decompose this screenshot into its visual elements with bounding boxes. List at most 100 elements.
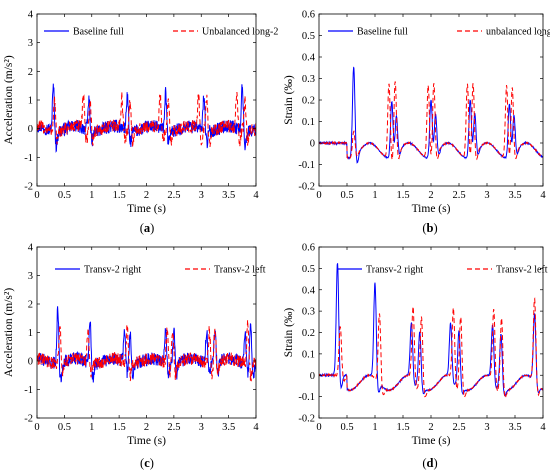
x-tick-label: 0 <box>34 422 39 433</box>
y-tick-label: -2 <box>24 182 33 193</box>
y-tick-label: 0.3 <box>302 74 315 85</box>
caption-close: ) <box>150 221 154 235</box>
y-tick-label: -2 <box>24 414 33 425</box>
caption-open: ( <box>140 456 144 470</box>
y-axis-label: Strain (‰) <box>283 308 295 358</box>
x-tick-label: 2.5 <box>167 190 180 201</box>
y-tick-label: 0.5 <box>302 264 315 275</box>
x-tick-label: 2 <box>428 422 433 433</box>
series-line-c-0 <box>37 306 256 383</box>
panel-b: 0 0.5 1 1.5 2 2.5 3 3.5 4 -0.2 -0.1 0 0.1 0.2 0.3 0.4 0.… <box>283 10 550 236</box>
y-tick-label: 4 <box>28 243 34 254</box>
series-line-a-1 <box>37 91 256 148</box>
x-tick-label: 4 <box>540 190 546 201</box>
y-tick-label: 0.6 <box>302 10 315 21</box>
x-tick-label: 2 <box>428 190 433 201</box>
x-axis-label: Time (s) <box>127 203 166 215</box>
legend-entry: Transv-2 right <box>366 265 423 276</box>
x-tick-label: 2.5 <box>452 190 465 201</box>
caption-letter: c <box>144 456 150 470</box>
caption-open: ( <box>422 221 426 235</box>
x-tick-label: 4 <box>540 422 546 433</box>
x-tick-label: 1.5 <box>113 422 126 433</box>
legend-entry: Baseline full <box>357 27 408 38</box>
x-tick-label: 1.5 <box>396 422 409 433</box>
x-tick-label: 0 <box>316 190 321 201</box>
x-tick-label: 3 <box>199 190 204 201</box>
y-tick-label: 0 <box>310 139 315 150</box>
y-tick-label: 0.5 <box>302 31 315 42</box>
y-tick-label: 0.4 <box>302 285 316 296</box>
x-tick-label: 1 <box>372 422 377 433</box>
x-tick-label: 1 <box>89 190 94 201</box>
y-tick-label: 3 <box>28 271 33 282</box>
x-tick-label: 2 <box>144 190 149 201</box>
caption-open: ( <box>140 221 144 235</box>
y-tick-label: 0.3 <box>302 307 315 318</box>
caption-close: ) <box>433 456 437 470</box>
y-tick-label: 0.2 <box>302 96 315 107</box>
y-tick-label: 0.1 <box>302 117 315 128</box>
caption-letter: a <box>144 221 151 235</box>
caption-open: ( <box>422 456 426 470</box>
y-tick-label: 0.1 <box>302 349 315 360</box>
legend: Transv-2 right Transv-2 left <box>55 265 266 276</box>
legend-entry: Unbalanced long-2 <box>202 27 278 38</box>
x-tick-label: 0 <box>316 422 321 433</box>
x-tick-label: 3.5 <box>508 422 521 433</box>
y-tick-label: -0.1 <box>298 160 315 171</box>
x-axis-label: Time (s) <box>412 203 451 215</box>
x-tick-label: 2.5 <box>167 422 180 433</box>
y-tick-label: 0 <box>28 357 33 368</box>
x-tick-label: 2 <box>144 422 149 433</box>
y-tick-label: -1 <box>24 385 33 396</box>
x-tick-label: 1.5 <box>396 190 409 201</box>
x-tick-label: 2.5 <box>452 422 465 433</box>
legend-entry: unbalanced long-2 <box>486 27 550 38</box>
x-tick-label: 4 <box>253 190 259 201</box>
x-tick-label: 3 <box>199 422 204 433</box>
x-tick-label: 3 <box>484 422 489 433</box>
y-tick-label: 0 <box>28 124 33 135</box>
legend-entry: Transv-2 right <box>84 265 141 276</box>
x-tick-label: 4 <box>253 422 259 433</box>
x-tick-label: 3 <box>484 190 489 201</box>
x-axis-label: Time (s) <box>412 435 451 447</box>
y-tick-label: -0.1 <box>298 392 315 403</box>
x-tick-label: 3.5 <box>508 190 521 201</box>
y-tick-label: 0.6 <box>302 243 315 254</box>
y-tick-label: 1 <box>28 328 33 339</box>
caption-close: ) <box>150 456 154 470</box>
series-line-b-1 <box>319 81 543 162</box>
x-tick-label: 0.5 <box>340 422 353 433</box>
panel-caption: (a) <box>140 221 155 235</box>
legend: Baseline full Unbalanced long-2 <box>44 27 278 38</box>
y-axis-label: Acceleration (m/s²) <box>3 55 15 145</box>
y-tick-label: -0.2 <box>298 182 315 193</box>
panel-d: 0 0.5 1 1.5 2 2.5 3 3.5 4 -0.2 -0.1 0 0.1 0.2 0.3 0.4 0.… <box>283 243 548 471</box>
series-line-b-0 <box>319 66 543 164</box>
x-tick-label: 3.5 <box>222 422 235 433</box>
x-tick-label: 1 <box>89 422 94 433</box>
y-tick-label: 2 <box>28 300 33 311</box>
panel-c: 0 0.5 1 1.5 2 2.5 3 3.5 4 -2 -1 0 1 2 3 4 Time (s) Accele… <box>3 243 266 471</box>
caption-letter: b <box>427 221 434 235</box>
y-tick-label: 2 <box>28 67 33 78</box>
series-line-a-0 <box>37 83 256 153</box>
panel-a: 0 0.5 1 1.5 2 2.5 3 3.5 4 -2 -1 0 1 2 3 4 Time (s) Accele… <box>3 10 278 236</box>
panel-caption: (b) <box>422 221 437 235</box>
x-tick-label: 3.5 <box>222 190 235 201</box>
y-tick-label: 0.4 <box>302 53 316 64</box>
y-tick-label: 3 <box>28 38 33 49</box>
panel-caption: (c) <box>140 456 154 470</box>
legend: Transv-2 right Transv-2 left <box>337 265 548 276</box>
x-tick-label: 0.5 <box>58 422 71 433</box>
y-tick-label: 0.2 <box>302 328 315 339</box>
x-tick-label: 0.5 <box>340 190 353 201</box>
legend-entry: Transv-2 left <box>214 265 266 276</box>
series-line-c-1 <box>37 319 256 382</box>
y-tick-label: 1 <box>28 96 33 107</box>
y-tick-label: 4 <box>28 10 34 21</box>
x-tick-label: 0.5 <box>58 190 71 201</box>
